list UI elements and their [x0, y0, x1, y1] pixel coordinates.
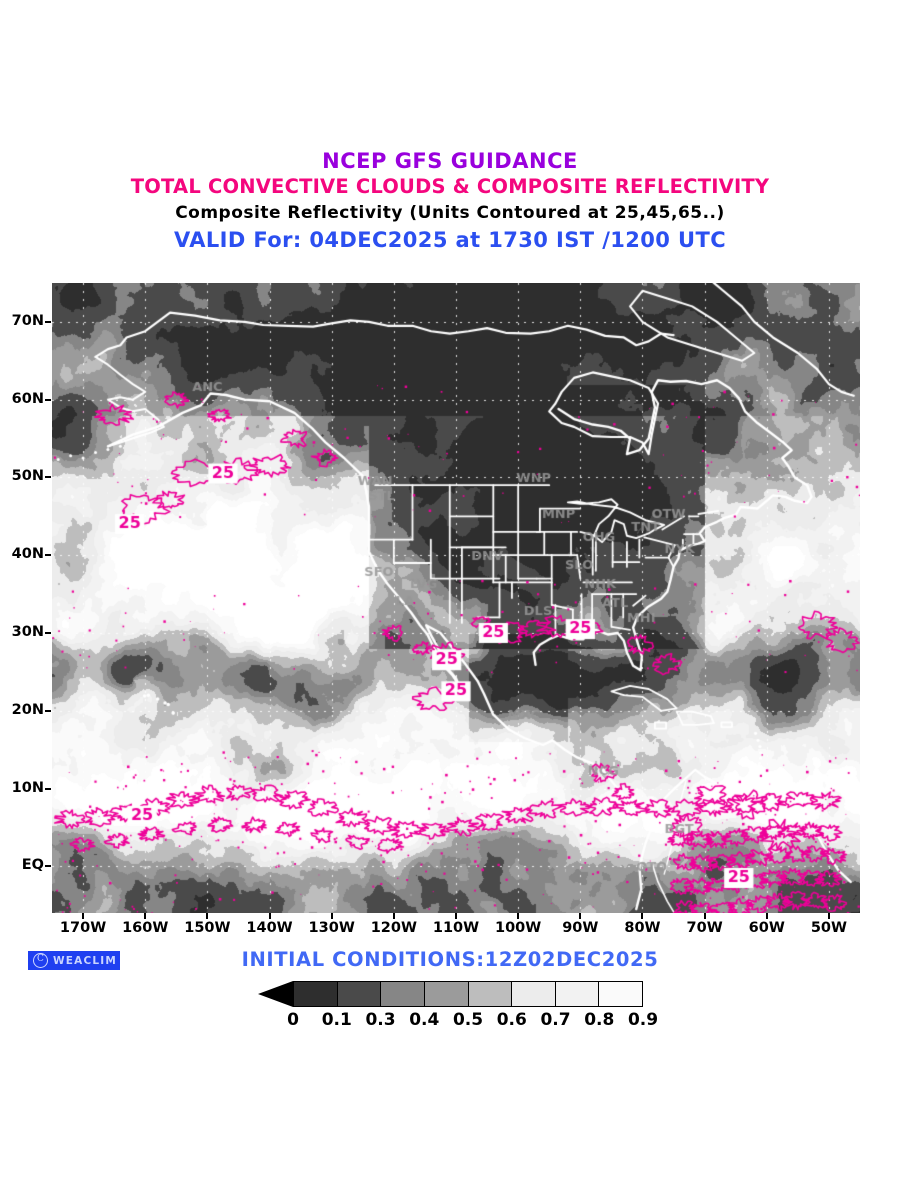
- y-axis-label: 40N: [11, 546, 44, 563]
- colorbar-cell: [555, 982, 600, 1006]
- colorbar: 0 0.1 0.3 0.4 0.5 0.6 0.7 0.8 0.9: [258, 981, 678, 1037]
- x-axis-label: 140W: [246, 920, 293, 936]
- x-axis-tick: [455, 913, 457, 919]
- x-axis-tick: [82, 913, 85, 919]
- y-axis-label: 50N: [11, 468, 44, 485]
- x-axis-tick: [579, 913, 582, 919]
- x-axis-label: 130W: [308, 920, 355, 936]
- title-line-valid: VALID For: 04DEC2025 at 1730 IST /1200 U…: [173, 228, 727, 252]
- y-axis-tick: [45, 865, 51, 868]
- y-axis-label: 20N: [11, 701, 44, 718]
- x-axis-label: 60W: [748, 920, 785, 936]
- colorbar-tick-label: 0.4: [409, 1010, 440, 1030]
- colorbar-tick-label: 0.6: [496, 1010, 527, 1030]
- x-axis-tick: [827, 913, 830, 919]
- colorbar-cells: [293, 981, 643, 1007]
- title-line-units: Composite Reflectivity (Units Contoured …: [175, 203, 725, 223]
- weaclim-watermark: C WEACLIM: [28, 951, 120, 970]
- x-axis-label: 80W: [624, 920, 661, 936]
- colorbar-tick-label: 0.3: [365, 1010, 396, 1030]
- colorbar-right-cap: [643, 981, 678, 1007]
- colorbar-cell: [381, 982, 425, 1006]
- colorbar-tick-label: 0.5: [452, 1010, 484, 1030]
- y-axis-tick: [45, 787, 51, 790]
- colorbar-cell: [424, 982, 469, 1006]
- x-axis-label: 100W: [495, 920, 542, 936]
- x-axis-label: 150W: [184, 920, 231, 936]
- colorbar-cell: [599, 982, 642, 1006]
- x-axis-label: 90W: [562, 920, 599, 936]
- x-axis-tick: [206, 913, 209, 919]
- x-axis-label: 170W: [59, 920, 107, 936]
- x-axis-tick: [144, 913, 147, 919]
- colorbar-tick-label: 0.9: [627, 1010, 659, 1030]
- y-axis-label: 30N: [11, 624, 44, 640]
- y-axis-tick: [45, 320, 51, 323]
- x-axis-label: 70W: [686, 920, 723, 936]
- colorbar-tick-label: 0.1: [321, 1010, 352, 1030]
- colorbar-tick-label: 0.8: [584, 1010, 615, 1030]
- copyright-icon: C: [33, 953, 48, 968]
- y-axis-tick: [45, 632, 51, 634]
- x-axis-label: 120W: [370, 920, 417, 936]
- colorbar-cell: [512, 982, 556, 1006]
- x-axis-label: 110W: [432, 920, 480, 936]
- colorbar-cell: [468, 982, 513, 1006]
- colorbar-tick-labels: 0 0.1 0.3 0.4 0.5 0.6 0.7 0.8 0.9: [258, 1010, 678, 1034]
- y-axis-tick: [45, 398, 51, 401]
- y-axis-label: EQ: [21, 857, 44, 874]
- y-axis-tick: [45, 709, 51, 712]
- title-line-model: NCEP GFS GUIDANCE: [322, 149, 578, 173]
- colorbar-tick-label: 0.7: [540, 1010, 571, 1030]
- map-raster: [52, 283, 860, 913]
- y-axis-label: 10N: [11, 779, 44, 796]
- weather-map-panel[interactable]: [52, 283, 860, 913]
- x-axis-tick: [517, 913, 520, 919]
- colorbar-cell: [294, 982, 338, 1006]
- x-axis-tick: [268, 913, 271, 919]
- y-axis-tick: [45, 476, 51, 479]
- x-axis-tick: [641, 913, 644, 919]
- colorbar-tick-label: 0: [287, 1010, 299, 1030]
- colorbar-left-cap: [258, 981, 293, 1007]
- initial-conditions-label: INITIAL CONDITIONS:12Z02DEC2025: [241, 948, 659, 971]
- x-axis-label: 50W: [810, 920, 848, 936]
- y-axis-label: 60N: [11, 390, 44, 407]
- weaclim-label: WEACLIM: [53, 954, 118, 967]
- x-axis-tick: [703, 913, 706, 919]
- x-axis-tick: [392, 913, 395, 919]
- colorbar-cell: [337, 982, 382, 1006]
- x-axis-label: 160W: [122, 920, 169, 936]
- title-line-product: TOTAL CONVECTIVE CLOUDS & COMPOSITE REFL…: [130, 175, 770, 198]
- y-axis-tick: [45, 554, 51, 557]
- x-axis-tick: [330, 913, 333, 919]
- colorbar-bar: [258, 981, 678, 1007]
- x-axis-tick: [765, 913, 768, 919]
- y-axis-label: 70N: [11, 312, 44, 329]
- title-block: NCEP GFS GUIDANCE TOTAL CONVECTIVE CLOUD…: [0, 148, 900, 255]
